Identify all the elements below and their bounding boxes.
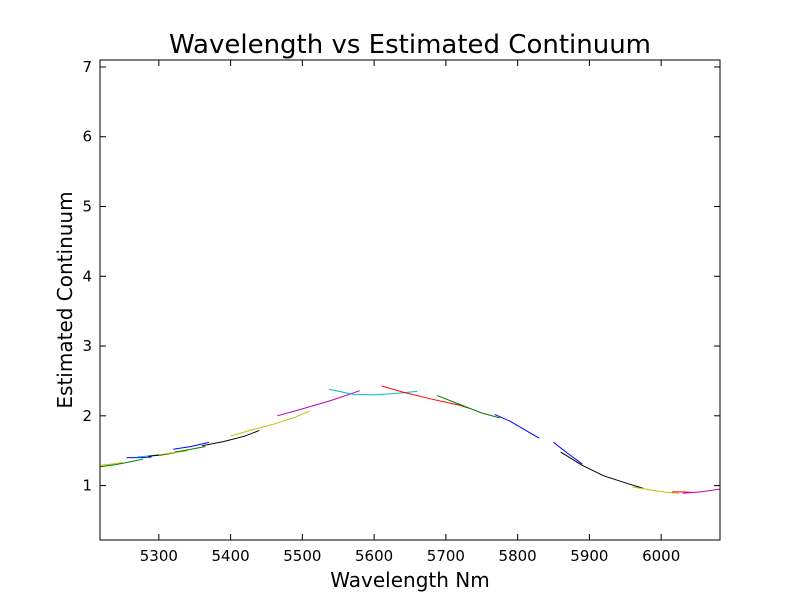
x-tick-label: 5500 [283,547,321,565]
series-line-10 [230,410,310,437]
axes-layer: 5300 5400 5500 5600 5700 5800 5900 6000 1 2 3 4 5 6 7 [82,58,721,565]
x-tick-label: 5700 [427,547,465,565]
series-line-18 [632,486,680,494]
series-line-7 [174,446,206,453]
y-tick-label: 5 [82,198,92,216]
x-tick-label: 5600 [355,547,393,565]
y-axis-label: Estimated Continuum [53,191,77,408]
series-line-1 [99,462,124,466]
y-tick-label: 2 [82,407,92,425]
series-line-8 [173,441,210,450]
series-line-11 [277,390,360,417]
series-line-14 [437,395,500,419]
y-tick-label: 3 [82,337,92,355]
series-line-17 [560,451,644,489]
series-line-6 [158,450,188,456]
x-tick-label: 5900 [570,547,608,565]
x-tick-label: 5800 [499,547,537,565]
series-line-15 [494,413,540,439]
x-tick-label: 5300 [140,547,178,565]
series-line-2 [99,458,144,468]
x-tick-label: 5400 [212,547,250,565]
series-line-20 [682,488,721,494]
x-axis-label: Wavelength Nm [330,568,489,592]
y-tick-label: 4 [82,267,92,285]
chart-title: Wavelength vs Estimated Continuum [169,30,651,60]
series-line-12 [328,388,418,396]
series-layer [99,385,721,494]
y-tick-label: 1 [82,477,92,495]
x-tick-label: 6000 [642,547,680,565]
series-line-9 [201,430,260,447]
plot-frame [99,59,721,541]
y-tick-label: 7 [82,58,92,76]
series-line-3 [126,456,152,459]
y-tick-label: 6 [82,128,92,146]
series-line-16 [553,441,583,465]
